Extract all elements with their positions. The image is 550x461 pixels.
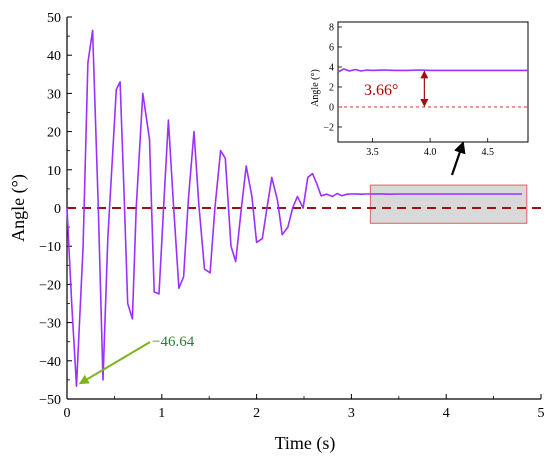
y-tick-label: 20 [47, 126, 61, 141]
y-tick-label: −30 [39, 317, 61, 332]
inset-x-tick-label: 3.5 [366, 147, 379, 158]
y-tick-label: 50 [47, 11, 61, 26]
y-tick-label: −50 [39, 393, 61, 408]
inset-x-tick-label: 4.0 [424, 147, 437, 158]
y-tick-label: −10 [39, 240, 61, 255]
x-axis-label: Time (s) [275, 433, 336, 454]
inset-y-tick-label: −2 [323, 123, 334, 134]
steady-state-label: 3.66° [364, 82, 398, 99]
x-tick-label: 2 [253, 406, 260, 421]
inset-axes: 8 6 4 2 0 −2 3.5 4.0 4.5 3.66° [323, 21, 529, 158]
x-tick-label: 5 [538, 406, 545, 421]
y-tick-label: −20 [39, 278, 61, 293]
inset-pointer-arrow [450, 141, 466, 176]
inset-x-tick-label: 4.5 [481, 147, 494, 158]
x-tick-label: 4 [443, 406, 450, 421]
x-tick-label: 3 [348, 406, 355, 421]
inset-y-axis-label: Angle (°) [310, 69, 321, 107]
angle-series-line [66, 29, 522, 388]
inset-frame [337, 21, 529, 143]
inset-y-tick-label: 8 [329, 23, 334, 34]
inset-series-line [337, 68, 528, 73]
y-tick-label: 40 [47, 49, 61, 64]
inset-y-tick-label: 2 [329, 83, 334, 94]
x-tick-label: 1 [158, 406, 165, 421]
y-tick-label: 30 [47, 87, 61, 102]
inset-y-tick-label: 0 [329, 103, 334, 114]
y-axis-label: Angle (°) [8, 174, 29, 242]
inset-y-tick-label: 4 [329, 63, 334, 74]
highlight-box [369, 184, 528, 224]
min-annotation-label: −46.64 [152, 334, 195, 350]
y-tick-label: 0 [54, 202, 61, 217]
y-tick-label: 10 [47, 164, 61, 179]
min-annotation-arrow [78, 341, 151, 385]
x-tick-label: 0 [64, 406, 71, 421]
inset-y-tick-label: 6 [329, 43, 334, 54]
y-tick-label: −40 [39, 355, 61, 370]
